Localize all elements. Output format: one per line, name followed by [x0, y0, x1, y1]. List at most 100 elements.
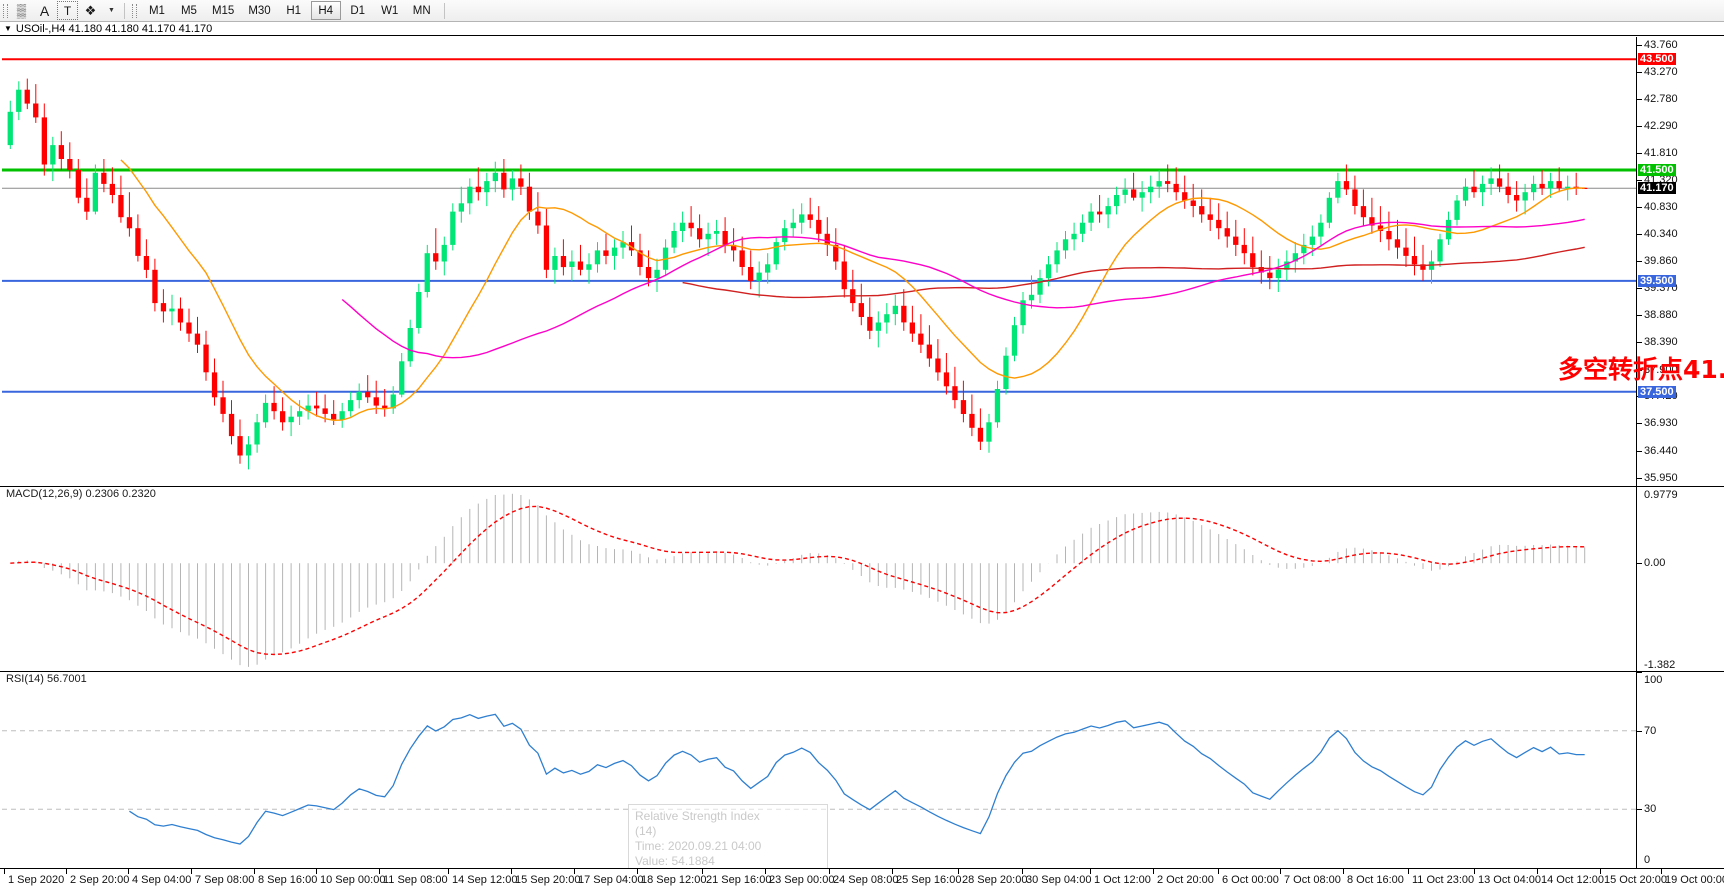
price-tick: [1637, 477, 1642, 479]
price-scale[interactable]: 43.760 43.270 42.780 42.290 41.810 41.320 40.8…: [1636, 37, 1724, 486]
time-tick-label: 11 Oct 23:00: [1412, 874, 1475, 886]
rsi-tooltip-period: (14): [635, 824, 657, 838]
price-tick-label: 43.760: [1644, 38, 1678, 51]
rsi-tooltip-value: Value: 54.1884: [635, 854, 715, 868]
timeframe-d1[interactable]: D1: [350, 4, 366, 17]
price-tick-label: 36.440: [1644, 444, 1678, 457]
price-tick-label: 40.830: [1644, 201, 1678, 214]
time-tick: [1661, 869, 1662, 874]
time-tick-label: 24 Sep 08:00: [833, 874, 899, 886]
macd-tick-label: 0.00: [1644, 557, 1666, 570]
time-tick-label: 25 Sep 16:00: [896, 874, 962, 886]
time-tick-label: 2 Oct 20:00: [1157, 874, 1214, 886]
time-tick: [1474, 869, 1475, 874]
toolbar-divider-2: [443, 2, 445, 19]
rsi-tick-label: 100: [1644, 674, 1663, 686]
price-tick: [1637, 71, 1642, 73]
price-tick: [1637, 288, 1642, 290]
time-tick: [1090, 869, 1091, 874]
label-tool-icon[interactable]: T: [57, 1, 78, 20]
time-tick: [1022, 869, 1023, 874]
toolbar: ▒ A T ❖ ▼ M1 M5 M15 M30 H1 H4 D1 W1 MN: [0, 0, 1724, 22]
time-tick-label: 13 Oct 04:00: [1478, 874, 1541, 886]
price-tick-label: 38.390: [1644, 336, 1678, 349]
rsi-tick-label: 0: [1644, 854, 1651, 866]
rsi-scale[interactable]: 100 70 30 0: [1636, 672, 1724, 869]
price-tick-label: 37.900: [1644, 363, 1678, 376]
price-tick: [1637, 126, 1642, 128]
price-badge: 37.500: [1638, 385, 1676, 398]
time-tick: [765, 869, 766, 874]
chart-menu-caret-icon[interactable]: ▼: [4, 24, 12, 33]
price-tick-label: 36.930: [1644, 417, 1678, 430]
time-tick-label: 19 Oct 00:00: [1665, 874, 1724, 886]
rsi-panel: 100 70 30 0 RSI(14) 56.7001 Relative Streng…: [0, 672, 1724, 874]
time-tick: [702, 869, 703, 874]
time-tick: [379, 869, 380, 874]
time-tick-label: 10 Sep 00:00: [320, 874, 386, 886]
rsi-tick-label: 30: [1644, 803, 1657, 816]
price-tick: [1637, 44, 1642, 46]
time-tick: [1280, 869, 1281, 874]
timeframe-w1[interactable]: W1: [381, 4, 399, 17]
time-tick-label: 15 Sep 20:00: [515, 874, 581, 886]
price-tick: [1637, 207, 1642, 209]
label-tool-glyph: T: [63, 3, 72, 18]
time-tick: [191, 869, 192, 874]
time-tick-label: 2 Sep 20:00: [70, 874, 130, 886]
price-tick-label: 38.880: [1644, 309, 1678, 322]
rsi-tooltip-time: Time: 2020.09.21 04:00: [635, 839, 762, 853]
time-tick: [1537, 869, 1538, 874]
time-tick: [892, 869, 893, 874]
symbol-bar: ▼ USOil-,H4 41.180 41.180 41.170 41.170: [0, 22, 1724, 36]
price-badge: 41.170: [1638, 182, 1676, 195]
time-tick: [1343, 869, 1344, 874]
macd-panel: 0.9779 0.00 -1.382 MACD(12,26,9) 0.2306 0.…: [0, 487, 1724, 671]
time-tick: [574, 869, 575, 874]
price-plot-area[interactable]: [2, 37, 1636, 486]
price-tick-label: 35.950: [1644, 471, 1678, 484]
panel-divider-macd-rsi: [0, 671, 1724, 672]
price-tick: [1637, 342, 1642, 344]
time-tick-label: 28 Sep 20:00: [962, 874, 1028, 886]
timeframe-m5[interactable]: M5: [180, 4, 197, 17]
text-tool-icon[interactable]: A: [39, 2, 50, 19]
time-tick: [128, 869, 129, 874]
timeframe-h4[interactable]: H4: [310, 1, 341, 20]
price-tick: [1637, 315, 1642, 317]
time-axis[interactable]: 1 Sep 2020 2 Sep 20:00 4 Sep 04:00 7 Sep 08…: [0, 868, 1724, 892]
time-tick-label: 14 Oct 12:00: [1541, 874, 1604, 886]
timeframe-m30[interactable]: M30: [248, 4, 271, 17]
time-tick: [958, 869, 959, 874]
time-tick: [511, 869, 512, 874]
dropdown-caret-icon[interactable]: ▼: [108, 7, 115, 14]
time-tick-label: 11 Sep 08:00: [383, 874, 448, 886]
macd-plot-area[interactable]: [2, 487, 1636, 671]
objects-icon[interactable]: ❖: [84, 2, 97, 18]
timeframe-m1[interactable]: M1: [148, 4, 165, 17]
crosshair-icon[interactable]: ▒: [16, 2, 27, 18]
rsi-tick-label: 70: [1644, 724, 1657, 737]
price-tick: [1637, 180, 1642, 181]
price-tick: [1637, 369, 1642, 371]
timeframe-h1[interactable]: H1: [286, 4, 302, 17]
time-tick: [637, 869, 638, 874]
macd-scale[interactable]: 0.9779 0.00 -1.382: [1636, 487, 1724, 671]
rsi-plot-area[interactable]: [2, 672, 1636, 868]
time-tick: [1600, 869, 1601, 874]
timeframe-m15[interactable]: M15: [211, 4, 235, 17]
symbol-ohlc-text: USOil-,H4 41.180 41.180 41.170 41.170: [15, 22, 213, 35]
time-tick-label: 4 Sep 04:00: [132, 874, 192, 886]
price-badge: 41.500: [1638, 164, 1676, 176]
timeframe-grip[interactable]: [130, 2, 139, 20]
time-tick: [829, 869, 830, 874]
price-tick-label: 41.810: [1644, 146, 1678, 159]
toolbar-grip[interactable]: [1, 2, 10, 20]
rsi-tick: [1637, 672, 1642, 673]
macd-label: MACD(12,26,9) 0.2306 0.2320: [6, 488, 156, 500]
time-tick: [1153, 869, 1154, 874]
price-tick: [1637, 99, 1642, 101]
timeframe-mn[interactable]: MN: [412, 4, 431, 17]
price-tick-label: 42.290: [1644, 120, 1678, 133]
